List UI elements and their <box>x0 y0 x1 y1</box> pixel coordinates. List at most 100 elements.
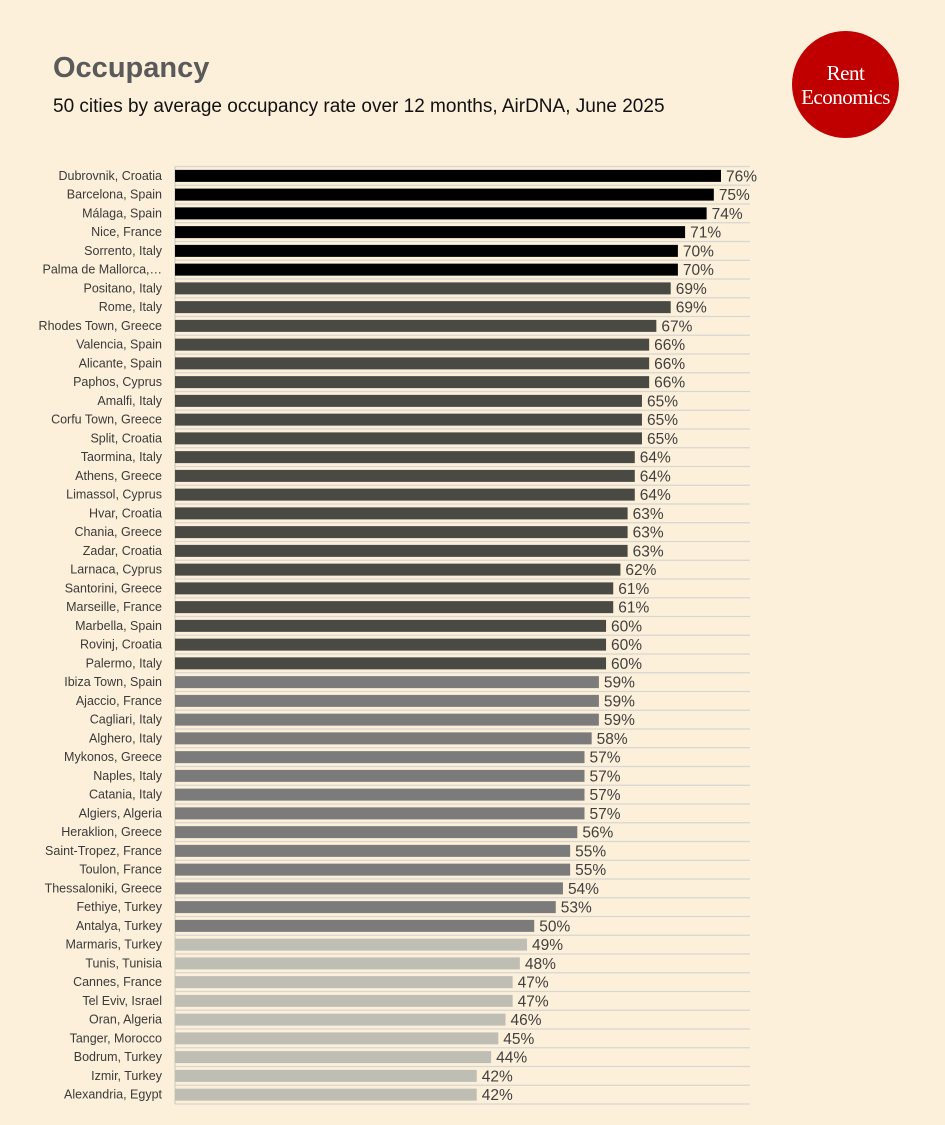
value-label: 64% <box>640 450 671 467</box>
category-label: Tunis, Tunisia <box>85 956 162 970</box>
bar <box>175 507 628 520</box>
category-label: Bodrum, Turkey <box>74 1050 163 1064</box>
bar <box>175 807 585 820</box>
category-label: Ibiza Town, Spain <box>64 675 162 689</box>
value-label: 64% <box>640 468 671 485</box>
bar <box>175 1032 499 1045</box>
bar <box>175 357 650 370</box>
category-label: Saint-Tropez, France <box>45 844 162 858</box>
logo-line-1: Rent <box>826 60 865 85</box>
category-label: Corfu Town, Greece <box>51 413 162 427</box>
category-label: Marbella, Spain <box>75 619 162 633</box>
value-label: 67% <box>661 318 692 335</box>
category-label: Toulon, France <box>79 863 162 877</box>
value-label: 45% <box>503 1031 534 1048</box>
bar <box>175 301 671 314</box>
rent-economics-logo: Rent Economics <box>792 31 899 138</box>
bar <box>175 488 635 501</box>
logo-line-2: Economics <box>801 84 890 109</box>
bar <box>175 207 707 220</box>
category-label: Alexandria, Egypt <box>64 1088 163 1102</box>
value-label: 44% <box>496 1050 527 1067</box>
value-label: 57% <box>590 750 621 767</box>
category-label: Hvar, Croatia <box>89 506 162 520</box>
bar <box>175 619 607 632</box>
category-label: Valencia, Spain <box>76 338 162 352</box>
category-label: Tel Eviv, Israel <box>82 994 162 1008</box>
value-label: 59% <box>604 693 635 710</box>
value-label: 63% <box>633 543 664 560</box>
bar <box>175 826 578 839</box>
bar <box>175 694 599 707</box>
bar <box>175 788 585 801</box>
bar <box>175 863 571 876</box>
chart-subtitle: 50 cities by average occupancy rate over… <box>53 96 665 117</box>
bar <box>175 976 513 989</box>
bar <box>175 1051 492 1064</box>
bar <box>175 676 599 689</box>
bar <box>175 319 657 332</box>
category-label: Sorrento, Italy <box>84 244 163 258</box>
value-label: 71% <box>690 225 721 242</box>
value-label: 57% <box>590 787 621 804</box>
bar <box>175 413 642 426</box>
category-label: Paphos, Cyprus <box>73 375 162 389</box>
bar <box>175 732 592 745</box>
bar <box>175 188 714 201</box>
category-label: Mykonos, Greece <box>64 750 162 764</box>
bar <box>175 769 585 782</box>
category-label: Marmaris, Turkey <box>65 938 162 952</box>
bar <box>175 526 628 539</box>
category-label: Naples, Italy <box>93 769 163 783</box>
bar <box>175 544 628 557</box>
category-label: Amalfi, Italy <box>97 394 162 408</box>
value-label: 60% <box>611 618 642 635</box>
bar <box>175 601 614 614</box>
category-label: Chania, Greece <box>74 525 162 539</box>
bar <box>175 432 642 445</box>
category-label: Zadar, Croatia <box>83 544 162 558</box>
value-label: 55% <box>575 862 606 879</box>
category-label: Cannes, France <box>73 975 162 989</box>
bar <box>175 1013 506 1026</box>
category-label: Limassol, Cyprus <box>66 488 162 502</box>
bar <box>175 263 678 276</box>
category-label: Málaga, Spain <box>82 206 162 220</box>
value-label: 48% <box>525 956 556 973</box>
value-label: 65% <box>647 431 678 448</box>
category-label: Larnaca, Cyprus <box>70 563 162 577</box>
value-label: 61% <box>618 600 649 617</box>
value-label: 53% <box>561 900 592 917</box>
value-label: 65% <box>647 393 678 410</box>
value-label: 65% <box>647 412 678 429</box>
bar <box>175 957 520 970</box>
bar <box>175 394 642 407</box>
category-label: Marseille, France <box>66 600 162 614</box>
bar <box>175 1088 477 1101</box>
value-label: 76% <box>726 168 757 185</box>
category-label: Taormina, Italy <box>81 450 163 464</box>
bar <box>175 938 528 951</box>
category-label: Thessaloniki, Greece <box>45 881 162 895</box>
value-label: 46% <box>510 1012 541 1029</box>
value-label: 66% <box>654 356 685 373</box>
bar <box>175 751 585 764</box>
bar <box>175 882 563 895</box>
bar <box>175 244 678 257</box>
category-label: Izmir, Turkey <box>91 1069 163 1083</box>
value-label: 69% <box>676 281 707 298</box>
value-label: 64% <box>640 487 671 504</box>
value-label: 69% <box>676 300 707 317</box>
category-label: Alghero, Italy <box>89 731 163 745</box>
value-label: 47% <box>518 993 549 1010</box>
category-label: Rhodes Town, Greece <box>39 319 162 333</box>
category-label: Barcelona, Spain <box>67 188 162 202</box>
bar <box>175 282 671 295</box>
category-label: Fethiye, Turkey <box>77 900 163 914</box>
value-label: 59% <box>604 712 635 729</box>
value-label: 62% <box>625 562 656 579</box>
category-label: Algiers, Algeria <box>79 806 162 820</box>
bar <box>175 226 686 239</box>
value-label: 70% <box>683 262 714 279</box>
